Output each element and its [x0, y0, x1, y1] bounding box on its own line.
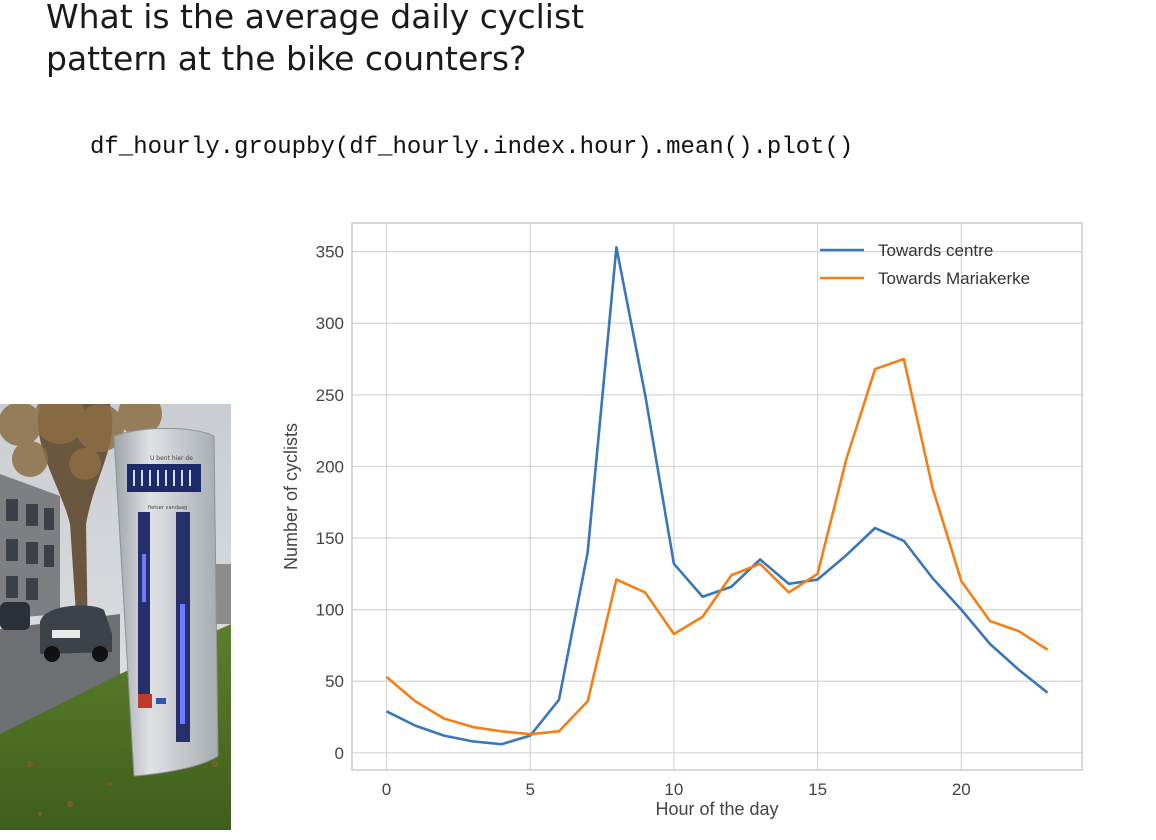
series-line-towards-centre	[385, 246, 1049, 746]
x-axis-label: Hour of the day	[655, 799, 778, 819]
title-line-1: What is the average daily cyclist	[46, 0, 585, 36]
x-tick-label: 15	[808, 780, 827, 799]
legend: Towards centre Towards Mariakerke	[820, 241, 1030, 288]
x-tick-label: 20	[952, 780, 971, 799]
sign-sub-text: fietser vandaag	[148, 505, 187, 511]
y-tick-label: 50	[325, 672, 344, 691]
y-tick-label: 200	[316, 457, 344, 476]
y-tick-label: 300	[316, 314, 344, 333]
x-tick-label: 0	[382, 780, 391, 799]
slide-title: What is the average daily cyclist patter…	[46, 0, 746, 80]
y-tick-label: 250	[316, 386, 344, 405]
grid	[352, 223, 1082, 770]
y-tick-label: 0	[335, 744, 344, 763]
y-tick-label: 100	[316, 601, 344, 620]
plot-frame	[351, 222, 1083, 771]
y-tick-label: 350	[316, 243, 344, 262]
code-snippet: df_hourly.groupby(df_hourly.index.hour).…	[90, 134, 854, 161]
x-tick-label: 5	[525, 780, 534, 799]
x-tick-label: 10	[664, 780, 683, 799]
title-line-2: pattern at the bike counters?	[46, 39, 527, 78]
legend-label-towards-centre: Towards centre	[878, 241, 993, 260]
series-line-towards-mariakerke	[385, 357, 1049, 736]
sign-top-text: U bent hier de	[150, 455, 193, 462]
y-tick-label: 150	[316, 529, 344, 548]
series-lines	[385, 246, 1049, 746]
y-axis-label: Number of cyclists	[281, 423, 301, 570]
bike-counter-photo: U bent hier de fietser vandaag	[0, 404, 231, 830]
legend-label-towards-mariakerke: Towards Mariakerke	[878, 269, 1030, 288]
